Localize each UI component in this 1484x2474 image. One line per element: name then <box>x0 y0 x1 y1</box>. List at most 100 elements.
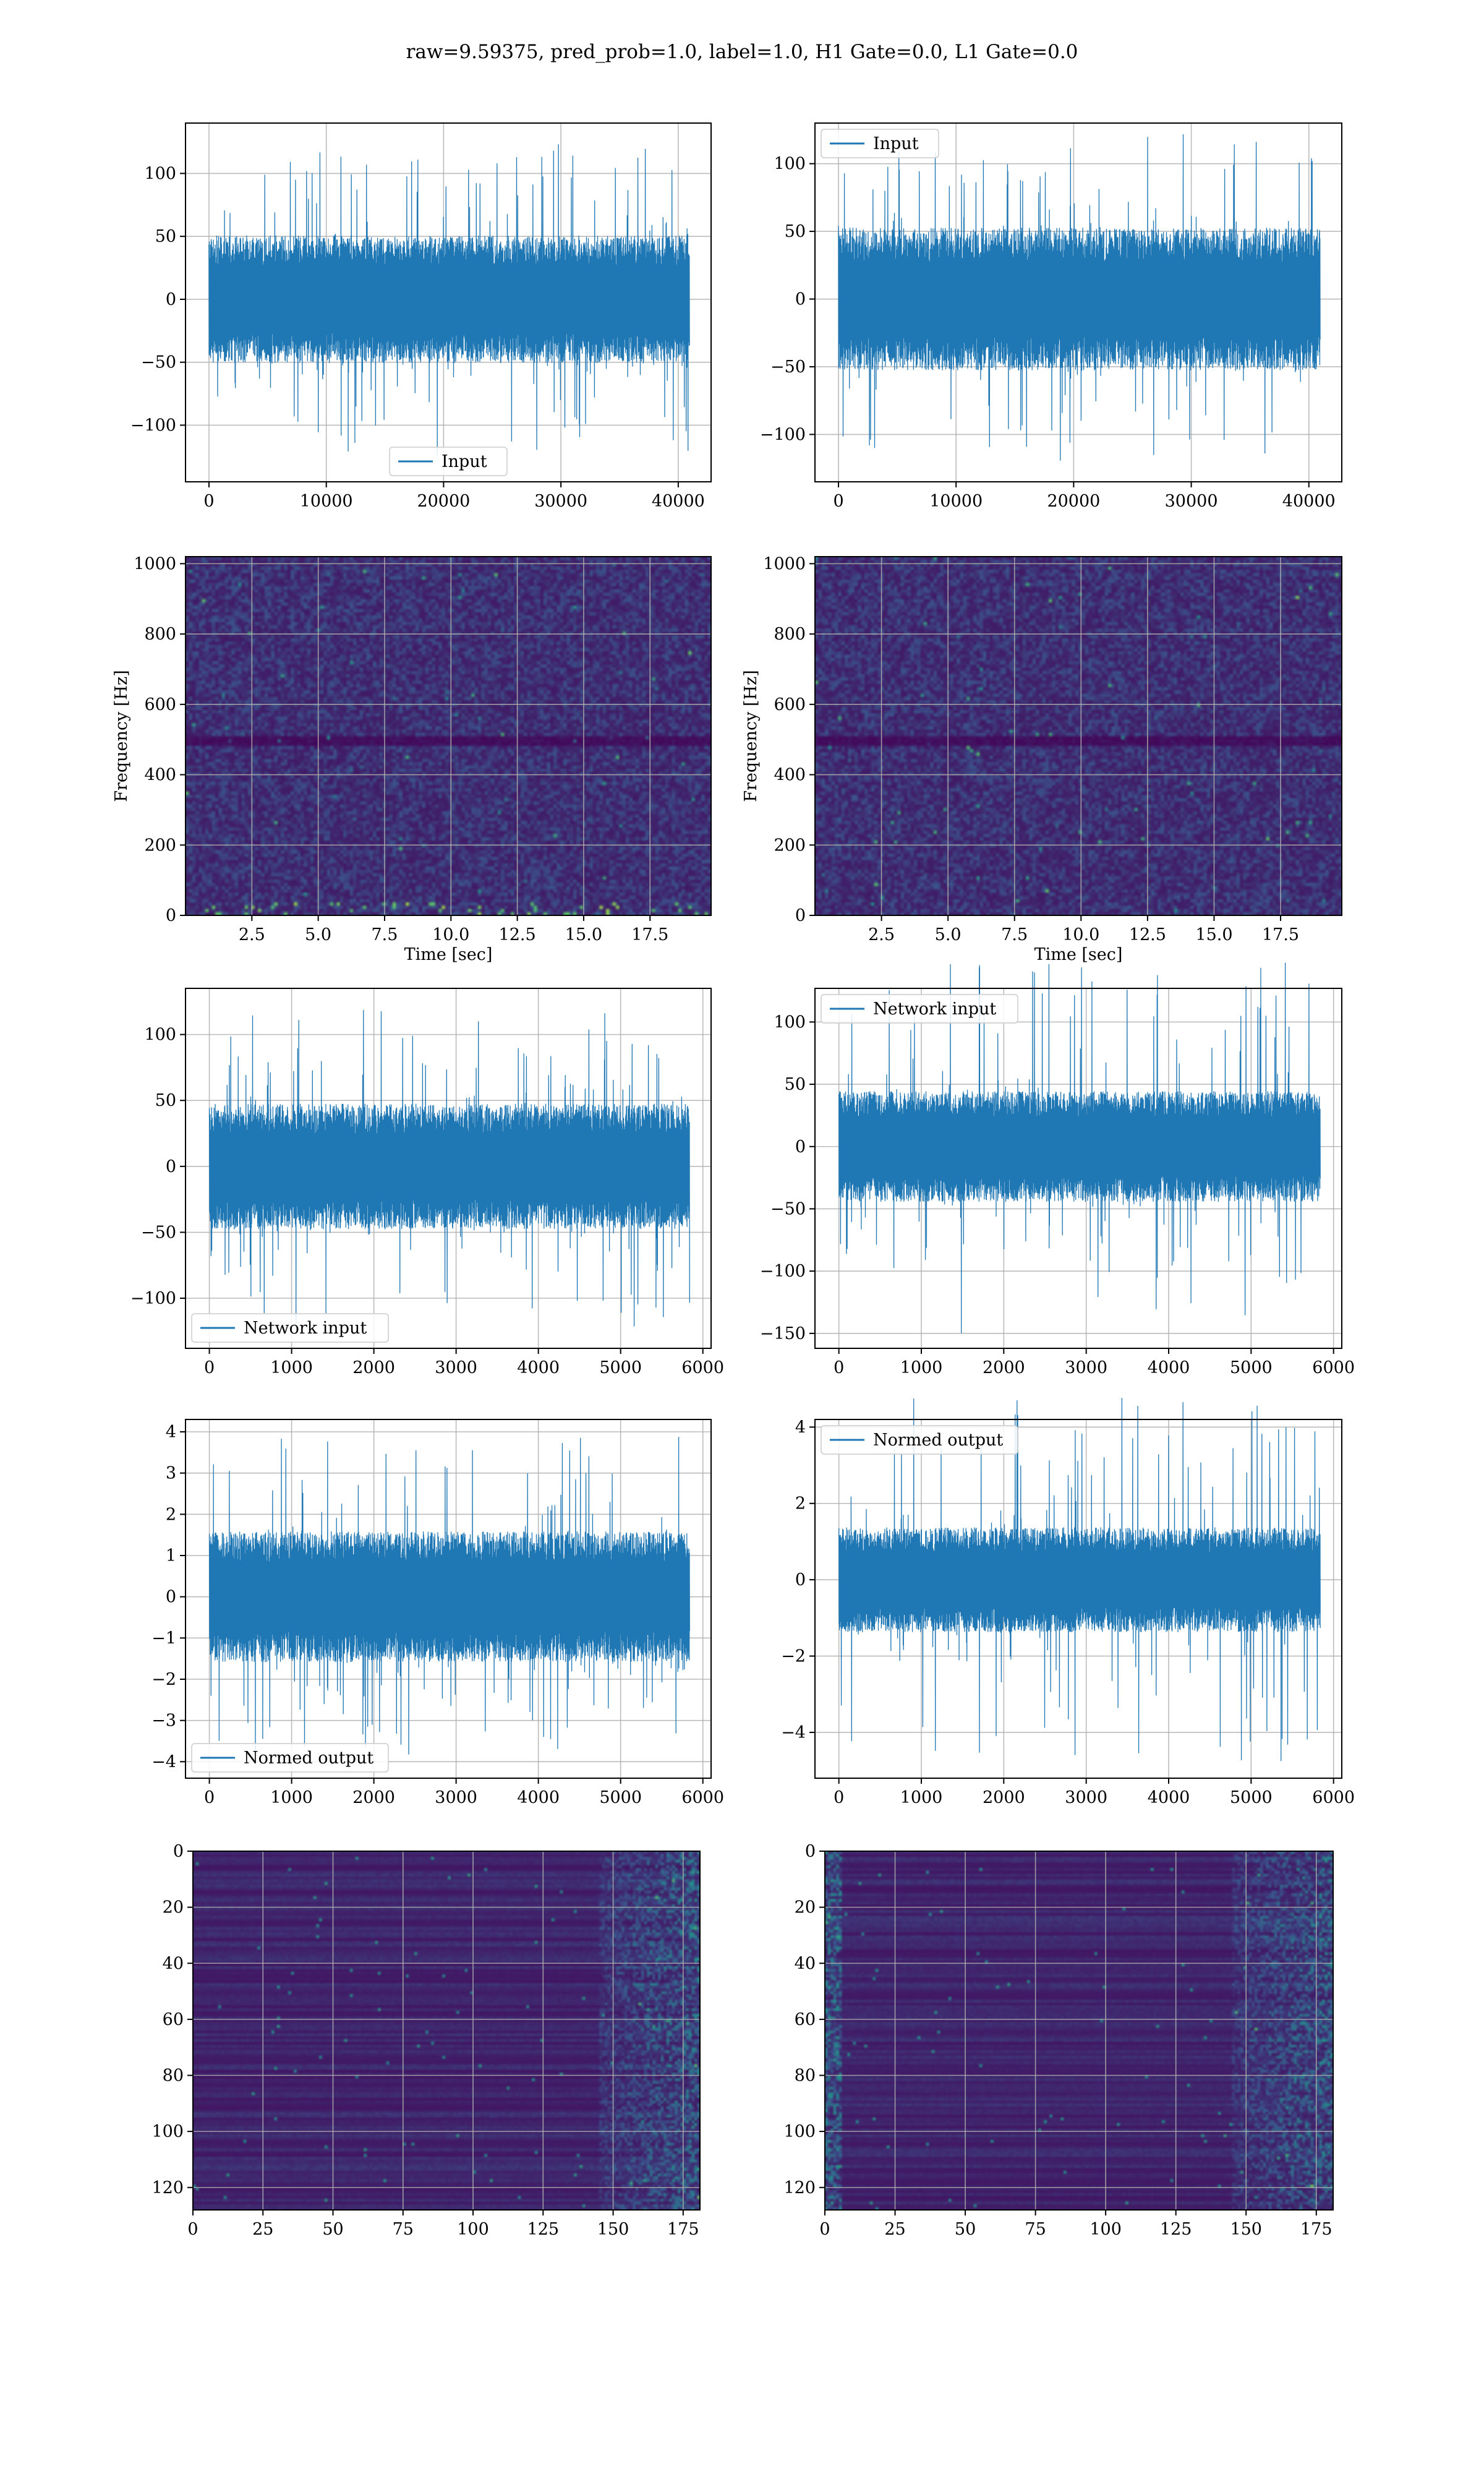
x-tick-label: 20000 <box>1047 492 1100 511</box>
y-tick-label: 120 <box>783 2178 816 2198</box>
x-tick-label: 5000 <box>1230 1788 1273 1807</box>
chart-spectrogram-h1: 2.5 5.0 7.5 10.0 12.5 15.0 17.5 0 200 400 600 800 10… <box>112 554 712 964</box>
x-tick-label: 15.0 <box>565 925 602 944</box>
y-axis-label: Frequency [Hz] <box>112 670 131 802</box>
axes-frame <box>814 1419 1342 1779</box>
x-tick-label: 0 <box>833 492 843 511</box>
series-core-band <box>209 1562 690 1631</box>
legend-label: Input <box>873 134 919 153</box>
y-tick-label: 0 <box>166 290 176 309</box>
y-tick-label: 400 <box>774 766 806 785</box>
legend: Input <box>821 129 939 158</box>
x-tick-label: 25 <box>252 2220 273 2239</box>
series-core-band <box>838 1552 1321 1607</box>
x-tick-label: 2000 <box>983 1788 1025 1807</box>
y-tick-label: −100 <box>760 1262 806 1281</box>
y-tick-label: 50 <box>155 227 176 246</box>
x-tick-label: 4000 <box>517 1358 560 1377</box>
x-tick-label: 0 <box>204 1788 215 1807</box>
x-tick-label: 6000 <box>681 1358 724 1377</box>
y-axis-label: Frequency [Hz] <box>741 670 761 802</box>
y-tick-label: 0 <box>166 906 176 925</box>
x-tick-label: 12.5 <box>1129 925 1166 944</box>
x-tick-label: 17.5 <box>631 925 668 944</box>
chart-input-l1: 0 10000 20000 30000 40000 −100 −50 0 50 100 Input <box>760 122 1342 511</box>
y-tick-label: −50 <box>770 357 806 377</box>
legend-box <box>191 1743 389 1773</box>
axes-frame <box>814 556 1342 916</box>
x-tick-label: 50 <box>955 2220 976 2239</box>
heatmap-image <box>825 1851 1333 2210</box>
legend: Normed output <box>821 1425 1018 1455</box>
y-tick-label: 4 <box>795 1418 806 1437</box>
y-tick-label: 60 <box>163 2010 184 2029</box>
y-tick-label: 0 <box>173 1842 184 1861</box>
chart-network-input-l1: 0 1000 2000 3000 4000 5000 6000 −150 −100 −50 0 50 1… <box>760 962 1355 1377</box>
y-tick-label: 100 <box>144 1025 176 1045</box>
legend-box <box>821 129 939 158</box>
x-tick-label: 0 <box>204 1358 215 1377</box>
x-tick-label: 2.5 <box>239 925 265 944</box>
y-tick-label: 800 <box>774 625 806 644</box>
x-tick-label: 40000 <box>1282 492 1336 511</box>
y-tick-label: −150 <box>760 1324 806 1343</box>
y-tick-label: 100 <box>774 1012 806 1032</box>
x-tick-label: 2000 <box>352 1788 395 1807</box>
y-tick-label: 50 <box>155 1091 176 1110</box>
legend: Network input <box>191 1313 389 1343</box>
y-tick-label: −50 <box>141 353 176 372</box>
y-tick-label: −2 <box>781 1647 806 1666</box>
heatmap-image <box>815 557 1342 915</box>
y-tick-label: 4 <box>166 1423 176 1442</box>
heatmap-image <box>193 1851 700 2210</box>
legend-label: Input <box>441 452 487 471</box>
x-tick-label: 0 <box>834 1788 844 1807</box>
y-tick-label: 600 <box>774 695 806 714</box>
x-tick-label: 25 <box>884 2220 905 2239</box>
legend-label: Normed output <box>873 1431 1003 1450</box>
series-core-band <box>838 262 1320 336</box>
y-tick-label: −100 <box>760 425 806 444</box>
series-core-band <box>209 1134 690 1199</box>
x-tick-label: 5000 <box>599 1358 642 1377</box>
legend-box <box>821 994 1018 1024</box>
x-tick-label: 3000 <box>1065 1358 1107 1377</box>
y-tick-label: 20 <box>163 1898 184 1917</box>
series-core-band <box>208 266 690 333</box>
x-tick-label: 5000 <box>599 1788 642 1807</box>
x-tick-label: 1000 <box>900 1788 943 1807</box>
x-tick-label: 10.0 <box>432 925 469 944</box>
y-tick-label: 60 <box>795 2010 816 2029</box>
y-tick-label: 1000 <box>134 554 176 573</box>
x-tick-label: 175 <box>667 2220 699 2239</box>
y-tick-label: −4 <box>151 1752 176 1771</box>
y-tick-label: 0 <box>166 1157 176 1176</box>
y-tick-label: −1 <box>151 1629 176 1648</box>
x-tick-label: 175 <box>1300 2220 1333 2239</box>
y-tick-label: −100 <box>130 416 176 435</box>
legend-label: Normed output <box>244 1748 373 1768</box>
y-tick-label: 0 <box>795 906 806 925</box>
y-tick-label: −50 <box>770 1199 806 1218</box>
x-tick-label: 20000 <box>417 492 470 511</box>
x-tick-label: 75 <box>1025 2220 1046 2239</box>
y-tick-label: 0 <box>166 1588 176 1607</box>
x-tick-label: 4000 <box>517 1788 560 1807</box>
y-tick-label: 1 <box>166 1546 176 1565</box>
y-tick-label: 120 <box>151 2178 184 2198</box>
y-tick-label: 50 <box>785 1075 806 1094</box>
y-tick-label: 100 <box>783 2122 816 2141</box>
y-tick-label: 2 <box>795 1494 806 1513</box>
x-tick-label: 5000 <box>1230 1358 1273 1377</box>
x-tick-label: 0 <box>819 2220 830 2239</box>
y-tick-label: 20 <box>795 1898 816 1917</box>
x-tick-label: 6000 <box>1312 1358 1355 1377</box>
series-core-band <box>838 1118 1321 1176</box>
axes-frame <box>192 1851 701 2211</box>
axes-frame <box>185 122 712 482</box>
legend: Network input <box>821 994 1018 1024</box>
x-tick-label: 75 <box>393 2220 414 2239</box>
y-tick-label: −3 <box>151 1711 176 1731</box>
y-tick-label: −4 <box>781 1723 806 1742</box>
x-tick-label: 125 <box>1160 2220 1192 2239</box>
